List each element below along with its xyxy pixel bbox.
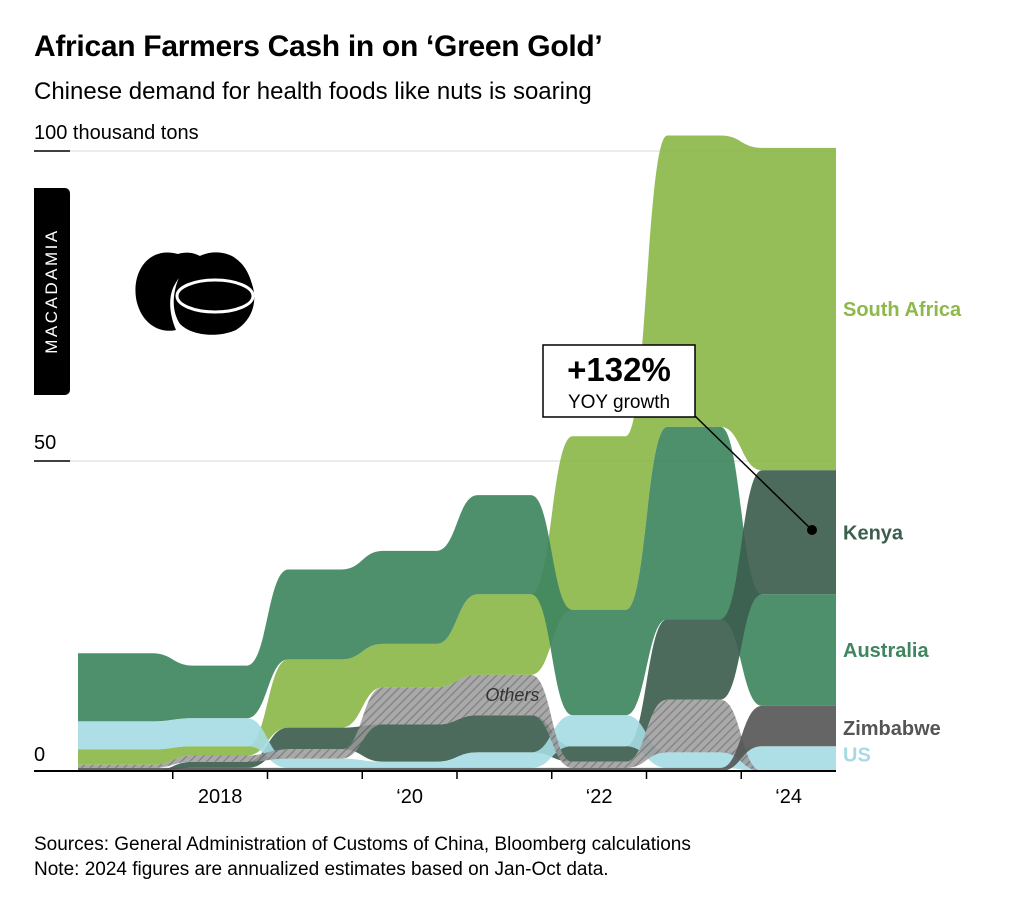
- series-labels: South Africa Kenya Australia Zimbabwe US: [843, 299, 962, 766]
- series-label-australia: Australia: [843, 640, 929, 662]
- chart-footer: Sources: General Administration of Custo…: [34, 832, 691, 882]
- stream-others: [78, 674, 836, 771]
- stream-layers: Others: [78, 135, 836, 771]
- macadamia-tab: MACADAMIA: [34, 188, 70, 395]
- y-tick-label: 100 thousand tons: [34, 122, 199, 144]
- x-tick-label: ‘20: [396, 786, 423, 808]
- stream-south-africa: [78, 135, 836, 765]
- side-tab-label: MACADAMIA: [42, 228, 61, 353]
- x-tick-label: 2018: [198, 786, 243, 808]
- x-axis: 2018 ‘20 ‘22 ‘24: [34, 770, 836, 808]
- series-label-us: US: [843, 745, 871, 767]
- stream-kenya: [78, 470, 836, 771]
- annotation-leader-line: [694, 415, 813, 531]
- annotation-box: [542, 344, 696, 418]
- series-label-kenya: Kenya: [843, 522, 904, 544]
- series-label-south-africa: South Africa: [843, 299, 962, 321]
- stream-australia: [78, 426, 836, 722]
- annotation-label: YOY growth: [568, 392, 670, 413]
- others-label: Others: [485, 685, 539, 705]
- stream-zimbabwe: [78, 705, 836, 771]
- chart-subtitle: Chinese demand for health foods like nut…: [34, 78, 592, 105]
- sources-note: Sources: General Administration of Custo…: [34, 834, 691, 855]
- annotation-value: +132%: [567, 351, 671, 388]
- y-tick-label: 50: [34, 432, 56, 454]
- estimate-note: Note: 2024 figures are annualized estima…: [34, 859, 609, 880]
- macadamia-nut-icon: [135, 252, 255, 335]
- x-tick-label: ‘22: [586, 786, 613, 808]
- series-label-zimbabwe: Zimbabwe: [843, 718, 941, 740]
- x-tick-label: ‘24: [775, 786, 802, 808]
- chart-title: African Farmers Cash in on ‘Green Gold’: [34, 30, 603, 63]
- y-tick-label: 0: [34, 744, 45, 766]
- growth-annotation: +132% YOY growth: [542, 344, 817, 535]
- annotation-dot: [807, 525, 817, 535]
